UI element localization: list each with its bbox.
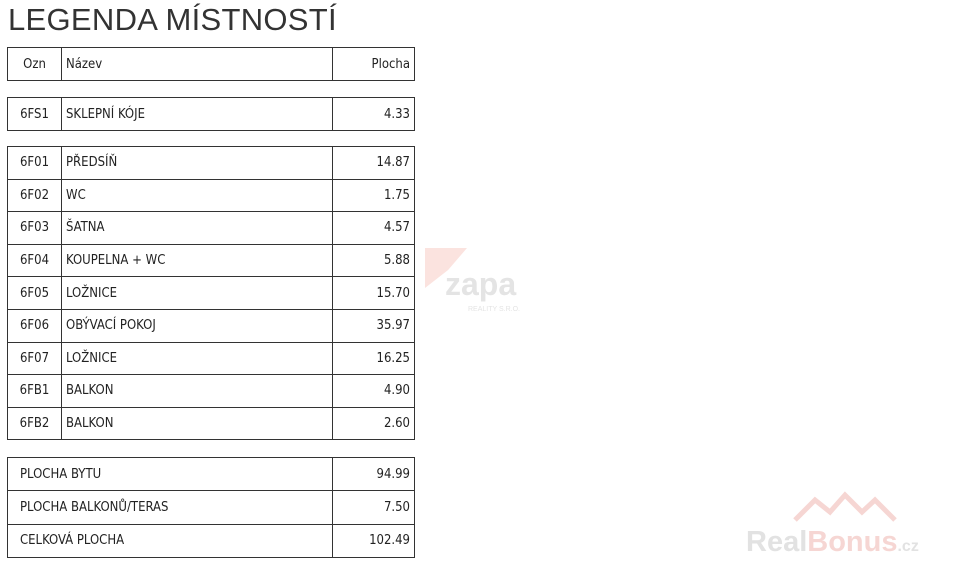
zapa-logo: zapa	[445, 266, 517, 302]
summary-row: PLOCHA BYTU 94.99	[7, 456, 415, 492]
summary-label: PLOCHA BYTU	[7, 456, 333, 492]
realbonus-cz: .cz	[897, 538, 919, 555]
cell-nazev: WC	[61, 178, 333, 213]
summary-label: CELKOVÁ PLOCHA	[7, 523, 333, 559]
realbonus-roof-icon	[793, 491, 897, 522]
cell-plocha: 4.57	[332, 211, 415, 245]
header-plocha: Plocha	[332, 47, 415, 81]
table-row: 6F05 LOŽNICE 15.70	[7, 276, 415, 310]
cell-ozn: 6F04	[7, 243, 62, 278]
cell-ozn: 6F06	[7, 308, 62, 343]
zapa-logo-sub: REALITY S.R.O.	[468, 306, 520, 313]
table-row: 6F01 PŘEDSÍŇ 14.87	[7, 146, 415, 180]
summary-table: PLOCHA BYTU 94.99 PLOCHA BALKONŮ/TERAS 7.50…	[7, 456, 415, 559]
table-row: 6F02 WC 1.75	[7, 178, 415, 213]
cell-ozn: 6F02	[7, 178, 62, 213]
header-ozn: Ozn	[7, 47, 62, 81]
table-row: 6F06 OBÝVACÍ POKOJ 35.97	[7, 308, 415, 343]
realbonus-logo: RealBonus.cz	[746, 526, 919, 559]
page-title: LEGENDA MÍSTNOSTÍ	[8, 2, 337, 37]
cell-plocha: 16.25	[332, 341, 415, 376]
cell-plocha: 4.90	[332, 374, 415, 408]
cell-ozn: 6FB1	[7, 374, 62, 408]
cell-plocha: 35.97	[332, 308, 415, 343]
cell-ozn: 6F05	[7, 276, 62, 310]
cell-ozn: 6F03	[7, 211, 62, 245]
rooms-table: 6F01 PŘEDSÍŇ 14.87 6F02 WC 1.75 6F03 ŠATNA 4.57 6…	[7, 146, 415, 441]
cell-plocha: 5.88	[332, 243, 415, 278]
cell-ozn: 6FS1	[7, 97, 62, 131]
cell-plocha: 4.33	[332, 97, 415, 131]
cellar-table: 6FS1 SKLEPNÍ KÓJE 4.33	[7, 97, 415, 131]
summary-row: CELKOVÁ PLOCHA 102.49	[7, 523, 415, 559]
summary-plocha: 7.50	[332, 490, 415, 525]
cell-plocha: 1.75	[332, 178, 415, 213]
table-row: 6F07 LOŽNICE 16.25	[7, 341, 415, 376]
summary-plocha: 94.99	[332, 456, 415, 492]
table-row: 6FB2 BALKON 2.60	[7, 406, 415, 441]
header-nazev: Název	[61, 47, 333, 81]
table-header: Ozn Název Plocha	[7, 47, 415, 81]
cell-nazev: BALKON	[61, 406, 333, 441]
realbonus-real: Real	[746, 526, 808, 558]
cell-nazev: ŠATNA	[61, 211, 333, 245]
cell-plocha: 14.87	[332, 146, 415, 180]
table-row: 6F03 ŠATNA 4.57	[7, 211, 415, 245]
cell-plocha: 2.60	[332, 406, 415, 441]
cell-ozn: 6F07	[7, 341, 62, 376]
table-row: 6FS1 SKLEPNÍ KÓJE 4.33	[7, 97, 415, 131]
cell-nazev: SKLEPNÍ KÓJE	[61, 97, 333, 131]
cell-nazev: LOŽNICE	[61, 341, 333, 376]
table-row: 6FB1 BALKON 4.90	[7, 374, 415, 408]
summary-plocha: 102.49	[332, 523, 415, 559]
table-row: 6F04 KOUPELNA + WC 5.88	[7, 243, 415, 278]
cell-nazev: BALKON	[61, 374, 333, 408]
summary-row: PLOCHA BALKONŮ/TERAS 7.50	[7, 490, 415, 525]
cell-ozn: 6FB2	[7, 406, 62, 441]
cell-nazev: PŘEDSÍŇ	[61, 146, 333, 180]
cell-nazev: OBÝVACÍ POKOJ	[61, 308, 333, 343]
cell-nazev: LOŽNICE	[61, 276, 333, 310]
cell-plocha: 15.70	[332, 276, 415, 310]
summary-label: PLOCHA BALKONŮ/TERAS	[7, 490, 333, 525]
cell-nazev: KOUPELNA + WC	[61, 243, 333, 278]
realbonus-bonus: Bonus	[807, 526, 898, 558]
cell-ozn: 6F01	[7, 146, 62, 180]
